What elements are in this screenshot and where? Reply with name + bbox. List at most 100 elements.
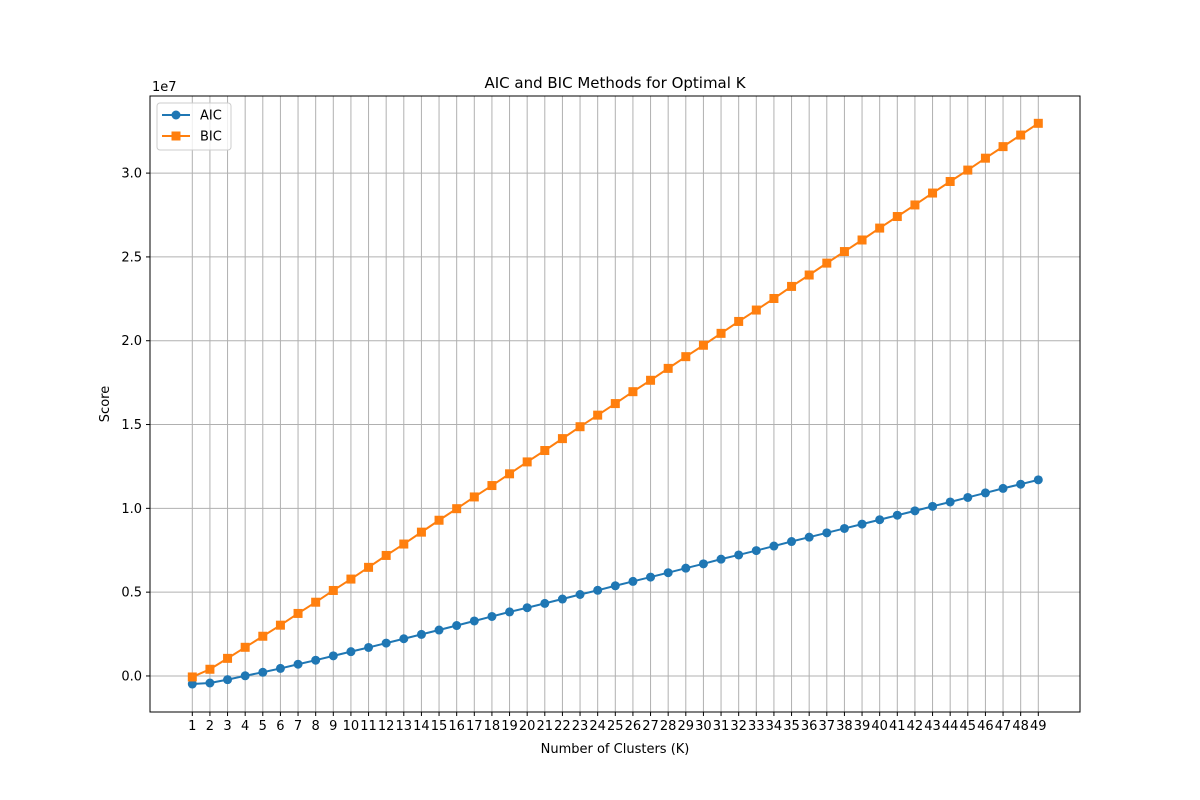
- x-tick-label: 3: [223, 719, 231, 734]
- x-tick-label: 9: [329, 719, 337, 734]
- aic-point: [540, 598, 550, 608]
- aic-point: [839, 523, 849, 533]
- bic-point: [751, 305, 761, 315]
- bic-point: [734, 316, 744, 326]
- aic-point: [223, 675, 233, 685]
- aic-point: [364, 642, 374, 652]
- x-tick-label: 1: [188, 719, 196, 734]
- aic-point: [998, 483, 1008, 493]
- aic-point: [522, 603, 532, 613]
- aic-point: [452, 621, 462, 631]
- y-tick-label: 3.0: [121, 167, 142, 182]
- bic-point: [892, 212, 902, 222]
- aic-point: [258, 667, 268, 677]
- x-tick-label: 44: [942, 719, 959, 734]
- bic-point: [311, 597, 321, 607]
- bic-point: [557, 434, 567, 444]
- bic-point: [716, 328, 726, 338]
- aic-point: [1016, 479, 1026, 489]
- x-tick-label: 47: [995, 719, 1012, 734]
- bic-point: [452, 504, 462, 514]
- x-tick-label: 20: [519, 719, 536, 734]
- x-tick-label: 17: [466, 719, 483, 734]
- x-tick-label: 30: [695, 719, 712, 734]
- aic-point: [910, 506, 920, 516]
- x-tick-label: 10: [343, 719, 360, 734]
- bic-point: [1033, 118, 1043, 128]
- bic-point: [505, 469, 515, 479]
- aic-point: [698, 559, 708, 569]
- aic-point: [416, 629, 426, 639]
- aic-point: [434, 625, 444, 635]
- y-axis-ticks: 0.0 0.5 1.0 1.5 2.0 2.5 3.0: [121, 167, 150, 684]
- x-tick-label: 22: [554, 719, 571, 734]
- x-tick-label: 46: [977, 719, 994, 734]
- x-tick-label: 31: [713, 719, 730, 734]
- aic-point: [469, 616, 479, 626]
- x-tick-label: 38: [836, 719, 853, 734]
- legend-label-bic: BIC: [200, 130, 222, 145]
- bic-point: [1016, 130, 1026, 140]
- aic-point: [240, 671, 250, 681]
- bic-point: [945, 176, 955, 186]
- bic-point: [293, 608, 303, 618]
- aic-point: [875, 515, 885, 525]
- y-tick-label: 2.5: [121, 250, 142, 265]
- x-tick-label: 13: [396, 719, 413, 734]
- bic-point: [469, 492, 479, 502]
- x-axis-title: Number of Clusters (K): [541, 742, 690, 757]
- aic-point: [804, 532, 814, 542]
- bic-point: [910, 200, 920, 210]
- bic-point: [275, 620, 285, 630]
- aic-point: [892, 510, 902, 520]
- y-tick-label: 1.5: [121, 418, 142, 433]
- aic-point: [557, 594, 567, 604]
- x-tick-label: 11: [360, 719, 377, 734]
- bic-point: [540, 446, 550, 456]
- aic-point: [945, 497, 955, 507]
- x-axis-ticks: 1 2 3 4 5 6 7 8 9 10 11 12 13 14 15 16 17 18 19 20 21 22 23 24 2…: [188, 712, 1047, 734]
- x-tick-label: 21: [537, 719, 554, 734]
- bic-point: [628, 387, 638, 397]
- x-tick-label: 45: [960, 719, 977, 734]
- aic-point: [275, 663, 285, 673]
- aic-point: [980, 488, 990, 498]
- aic-point: [505, 607, 515, 617]
- series-group: [187, 118, 1043, 689]
- x-tick-label: 49: [1030, 719, 1047, 734]
- bic-point: [434, 515, 444, 525]
- aic-point: [293, 659, 303, 669]
- x-tick-label: 14: [413, 719, 430, 734]
- aic-point: [681, 563, 691, 573]
- bic-point: [487, 481, 497, 491]
- bic-point: [681, 352, 691, 362]
- bic-point: [399, 539, 409, 549]
- y-tick-label: 0.5: [121, 586, 142, 601]
- bic-point: [364, 562, 374, 572]
- aic-point: [628, 576, 638, 586]
- y-offset-label: 1e7: [152, 80, 177, 95]
- aic-point: [1033, 475, 1043, 485]
- bic-point: [698, 340, 708, 350]
- x-tick-label: 16: [448, 719, 465, 734]
- x-tick-label: 33: [748, 719, 765, 734]
- y-tick-label: 2.0: [121, 334, 142, 349]
- aic-point: [575, 589, 585, 599]
- bic-point: [875, 223, 885, 233]
- bic-point: [857, 235, 867, 245]
- aic-point: [734, 550, 744, 560]
- bic-point: [328, 585, 338, 595]
- x-tick-label: 32: [730, 719, 747, 734]
- bic-point: [839, 247, 849, 257]
- aic-point: [187, 679, 197, 689]
- aic-point: [610, 581, 620, 591]
- aic-point: [593, 585, 603, 595]
- aic-point: [769, 541, 779, 551]
- bic-point: [223, 653, 233, 663]
- x-tick-label: 26: [625, 719, 642, 734]
- aic-point: [663, 568, 673, 578]
- bic-point: [416, 527, 426, 537]
- aic-point: [399, 634, 409, 644]
- x-tick-label: 25: [607, 719, 624, 734]
